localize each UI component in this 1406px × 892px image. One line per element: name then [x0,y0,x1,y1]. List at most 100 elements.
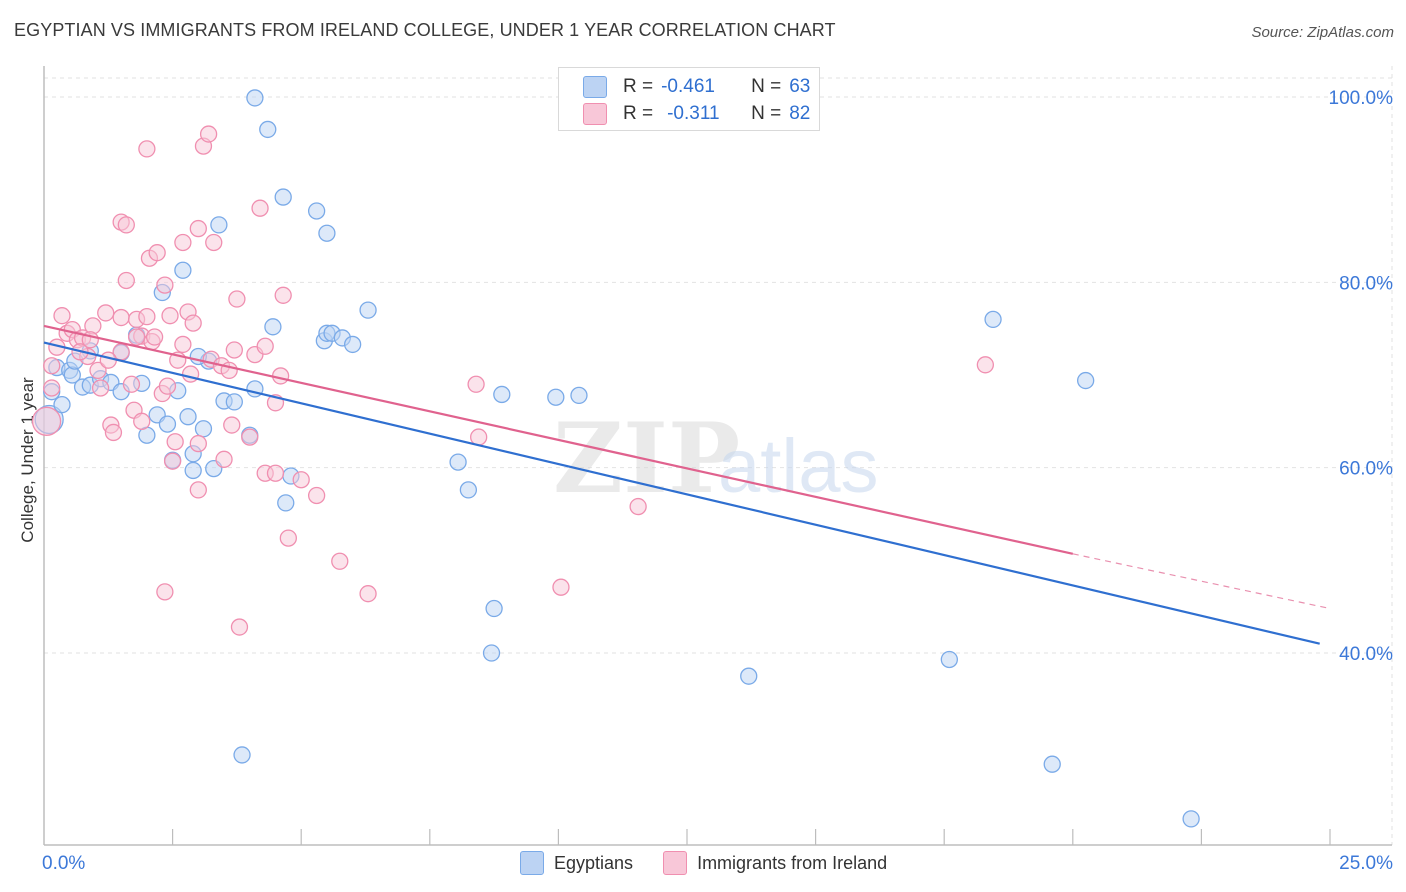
ireland-point[interactable] [181,365,200,383]
egyptians-point[interactable] [274,188,292,206]
egyptians-point[interactable] [940,650,958,669]
ireland-point[interactable] [158,377,177,395]
ireland-point[interactable] [256,337,274,355]
ireland-point[interactable] [470,428,488,446]
egyptians-point[interactable] [259,120,277,139]
ireland-point[interactable] [266,464,285,482]
egyptians-point[interactable] [1043,755,1061,773]
ireland-point[interactable] [189,434,207,453]
ireland-point[interactable] [156,583,174,601]
ireland-point[interactable] [467,375,485,393]
ireland-point[interactable] [279,529,297,547]
egyptians-point[interactable] [246,89,264,107]
ireland-point[interactable] [138,307,156,326]
ireland-point[interactable] [161,307,179,325]
egyptians-point[interactable] [449,453,467,471]
ireland-point[interactable] [97,304,115,322]
ireland-point[interactable] [205,233,223,252]
ireland-point[interactable] [223,416,241,434]
ireland-point[interactable] [228,290,246,308]
ireland-point[interactable] [552,578,570,596]
ireland-point[interactable] [145,328,164,346]
ireland-point[interactable] [138,140,156,158]
ireland-point[interactable] [189,219,207,238]
ireland-point[interactable] [199,125,218,143]
ireland-point[interactable] [274,286,292,304]
egyptians-point[interactable] [179,408,197,426]
egyptians-point[interactable] [343,335,362,354]
egyptians-point[interactable] [318,224,336,242]
ireland-point[interactable] [163,452,182,470]
ireland-point[interactable] [225,341,243,359]
chart-source: Source: ZipAtlas.com [1251,24,1394,41]
ireland-point[interactable] [112,308,130,327]
ireland-point[interactable] [133,412,151,430]
legend-row-ireland: R = -0.311 N = 82 [583,103,810,125]
ireland-point[interactable] [122,375,141,393]
egyptians-point[interactable] [184,461,202,480]
watermark-atlas: atlas [718,424,879,509]
ireland-point[interactable] [174,233,192,252]
ireland-point[interactable] [127,328,146,346]
ireland-point[interactable] [117,271,135,290]
egyptians-point[interactable] [570,386,588,405]
egyptians-point[interactable] [984,310,1002,329]
ireland-point[interactable] [230,618,249,636]
egyptians-point[interactable] [233,746,251,764]
ireland-point[interactable] [104,423,123,442]
legend-egyptians-swatch [520,851,544,875]
ireland-point[interactable] [189,481,207,499]
ireland-n-value: 82 [789,103,811,124]
ireland-point[interactable] [241,428,259,446]
legend-egyptians-label: Egyptians [554,852,634,873]
ireland-point[interactable] [31,406,62,436]
legend-item-ireland[interactable]: Immigrants from Ireland [663,851,887,875]
egyptians-point[interactable] [459,481,478,499]
egyptians-point[interactable] [1077,371,1095,390]
correlation-legend: R = -0.461 N = 63 R = -0.311 N = 82 [558,67,820,131]
ireland-point[interactable] [89,361,107,380]
egyptians-point[interactable] [1182,810,1200,828]
egyptians-trend-line [43,341,1320,645]
ireland-point[interactable] [156,276,174,294]
ireland-point[interactable] [331,552,349,570]
y-tick-label-60: 60.0% [1339,459,1393,480]
ireland-point[interactable] [43,379,61,397]
ireland-point[interactable] [148,244,166,262]
ireland-point[interactable] [359,585,377,603]
ireland-point[interactable] [53,307,71,325]
ireland-point[interactable] [307,486,326,505]
y-tick-label-100: 100.0% [1329,88,1394,109]
ireland-point[interactable] [184,314,202,332]
ireland-point[interactable] [166,433,184,451]
egyptians-point[interactable] [359,301,377,319]
egyptians-point[interactable] [210,216,228,234]
egyptians-point[interactable] [194,420,213,438]
ireland-point[interactable] [271,367,290,385]
egyptians-point[interactable] [264,318,282,336]
egyptians-point[interactable] [307,202,326,220]
ireland-point[interactable] [251,199,269,217]
ireland-point[interactable] [292,471,310,489]
ireland-point[interactable] [976,356,995,374]
ireland-point[interactable] [43,357,61,375]
ireland-point[interactable] [215,450,233,468]
ireland-swatch [583,103,607,125]
egyptians-point[interactable] [740,667,758,685]
egyptians-point[interactable] [277,494,295,512]
ireland-point[interactable] [91,379,110,397]
egyptians-point[interactable] [482,644,501,662]
ireland-point[interactable] [174,335,192,354]
ireland-point[interactable] [629,497,647,516]
ireland-point[interactable] [84,317,102,335]
ireland-point[interactable] [117,216,135,234]
ireland-r-value: -0.311 [667,103,720,124]
egyptians-point[interactable] [158,415,177,433]
egyptians-point[interactable] [225,393,243,411]
egyptians-point[interactable] [53,396,71,414]
egyptians-point[interactable] [174,261,192,279]
egyptians-point[interactable] [485,599,503,618]
egyptians-point[interactable] [547,388,565,406]
egyptians-point[interactable] [493,385,511,404]
legend-item-egyptians[interactable]: Egyptians [520,851,633,875]
